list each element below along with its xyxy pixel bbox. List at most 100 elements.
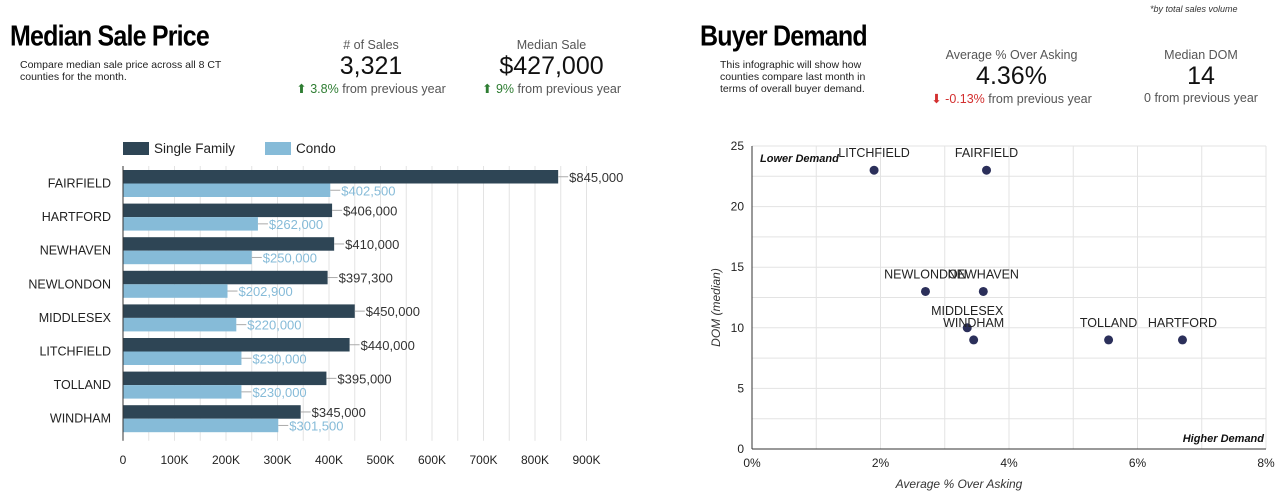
county-point (1177, 335, 1187, 345)
scatter-chart-annotations: Lower Demand Higher Demand (760, 153, 1264, 445)
stat-value: 3,321 (339, 52, 403, 80)
county-point-label: WINDHAM (943, 316, 1004, 330)
stat-change: ⬇ -0.13% from previous year (930, 91, 1093, 106)
single-family-value-label: $845,000 (569, 170, 623, 185)
x-tick-label: 0% (743, 456, 761, 470)
county-point-label: HARTFORD (1148, 316, 1217, 330)
stat-value: 4.36% (976, 62, 1047, 90)
x-tick-label: 2% (872, 456, 890, 470)
x-tick-label: 700K (469, 453, 497, 467)
county-point-label: LITCHFIELD (838, 146, 910, 160)
stat-change: ⬆ 3.8% from previous year (296, 81, 446, 96)
y-tick-label: 25 (731, 139, 745, 153)
x-tick-label: 400K (315, 453, 343, 467)
stat-label: Median DOM (1164, 48, 1238, 62)
condo-value-label: $301,500 (289, 418, 343, 433)
x-tick-label: 4% (1000, 456, 1018, 470)
condo-bar (123, 418, 279, 433)
single-family-bar (123, 170, 559, 184)
condo-bar (123, 284, 228, 298)
county-point (920, 286, 930, 296)
median-sale-price-title: Median Sale Price (10, 20, 210, 53)
arrow-up-icon: ⬆ (481, 82, 493, 96)
county-point (1104, 335, 1114, 345)
single-family-value-label: $345,000 (312, 405, 366, 420)
stat-change: ⬆ 9% from previous year (474, 81, 629, 96)
stat-label: Average % Over Asking (945, 48, 1078, 62)
category-label: NEWLONDON (28, 277, 111, 291)
county-point (982, 165, 992, 175)
category-label: WINDHAM (50, 412, 111, 426)
county-point-label: TOLLAND (1080, 316, 1137, 330)
single-family-bar (123, 371, 327, 386)
legend-label: Single Family (154, 141, 235, 156)
county-point-label: NEWHAVEN (948, 267, 1019, 281)
bar-chart-legend: Single Family Condo (123, 141, 336, 156)
stat-change-text: 0 from previous year (1144, 91, 1258, 105)
x-tick-label: 0 (120, 453, 127, 467)
condo-value-label: $262,000 (269, 217, 323, 232)
single-family-value-label: $406,000 (343, 203, 397, 218)
county-point (962, 323, 972, 333)
footnote: *by total sales volume (1150, 4, 1238, 14)
stat-label: # of Sales (343, 38, 399, 52)
condo-bar (123, 217, 258, 231)
stat-change-value: 9% (495, 82, 515, 96)
x-tick-label: 6% (1129, 456, 1147, 470)
category-label: HARTFORD (42, 210, 111, 224)
single-family-value-label: $395,000 (337, 371, 391, 386)
x-axis-label: Average % Over Asking (895, 477, 1023, 491)
category-label: LITCHFIELD (39, 345, 111, 359)
single-family-value-label: $397,300 (339, 271, 393, 286)
single-family-value-label: $440,000 (361, 338, 415, 353)
category-label: NEWHAVEN (40, 244, 111, 258)
scatter-chart-grid (751, 145, 1267, 450)
higher-demand-annotation: Higher Demand (1183, 433, 1265, 445)
stat-value: $427,000 (499, 52, 604, 80)
stat-label: Median Sale (516, 38, 587, 52)
single-family-bar (123, 338, 350, 352)
condo-bar (123, 250, 252, 265)
condo-value-label: $230,000 (252, 385, 306, 400)
single-family-value-label: $410,000 (345, 237, 399, 252)
condo-value-label: $250,000 (263, 250, 317, 265)
x-tick-label: 300K (263, 453, 291, 467)
y-tick-label: 0 (737, 442, 744, 456)
legend-swatch (265, 142, 291, 155)
x-tick-label: 500K (366, 453, 394, 467)
median-sale-price-description: Compare median sale price across all 8 C… (20, 59, 222, 83)
x-tick-label: 900K (572, 453, 600, 467)
scatter-chart-axis: 0 5 10 15 20 25 0% 2% 4% 6% 8% Average % Over Askin… (709, 139, 1275, 491)
single-family-bar (123, 405, 301, 419)
stat-average-over-asking: Average % Over Asking 4.36% ⬇ -0.13% fro… (930, 48, 1093, 106)
lower-demand-annotation: Lower Demand (760, 153, 839, 165)
single-family-bar (123, 203, 333, 218)
condo-value-label: $220,000 (247, 318, 301, 333)
y-tick-label: 15 (731, 260, 745, 274)
legend-swatch (123, 142, 149, 155)
buyer-demand-description: This infographic will show how counties … (720, 59, 866, 95)
y-tick-label: 20 (731, 200, 745, 214)
county-point (869, 165, 879, 175)
county-point-label: MIDDLESEX (931, 304, 1004, 318)
condo-bar (123, 183, 331, 197)
stat-median-sale: Median Sale $427,000 ⬆ 9% from previous … (474, 38, 629, 96)
single-family-bar (123, 270, 328, 285)
x-tick-label: 200K (212, 453, 240, 467)
y-axis-label: DOM (median) (709, 268, 723, 347)
x-tick-label: 600K (418, 453, 446, 467)
category-label: MIDDLESEX (39, 311, 112, 325)
stat-change-text: from previous year (517, 82, 622, 96)
stat-median-dom: Median DOM 14 0 from previous year (1126, 48, 1276, 105)
bar-chart-marks: $845,000 $402,500 $406,000 $262,000 $410,000… (123, 170, 623, 433)
stat-change-text: from previous year (342, 82, 446, 96)
single-family-value-label: $450,000 (366, 304, 420, 319)
single-family-bar (123, 237, 335, 251)
condo-value-label: $202,900 (238, 284, 292, 299)
x-tick-label: 800K (521, 453, 549, 467)
single-family-bar (123, 304, 355, 318)
condo-bar (123, 385, 242, 399)
stat-change-value: -0.13% (945, 92, 985, 106)
stat-change-text: from previous year (988, 92, 1092, 106)
